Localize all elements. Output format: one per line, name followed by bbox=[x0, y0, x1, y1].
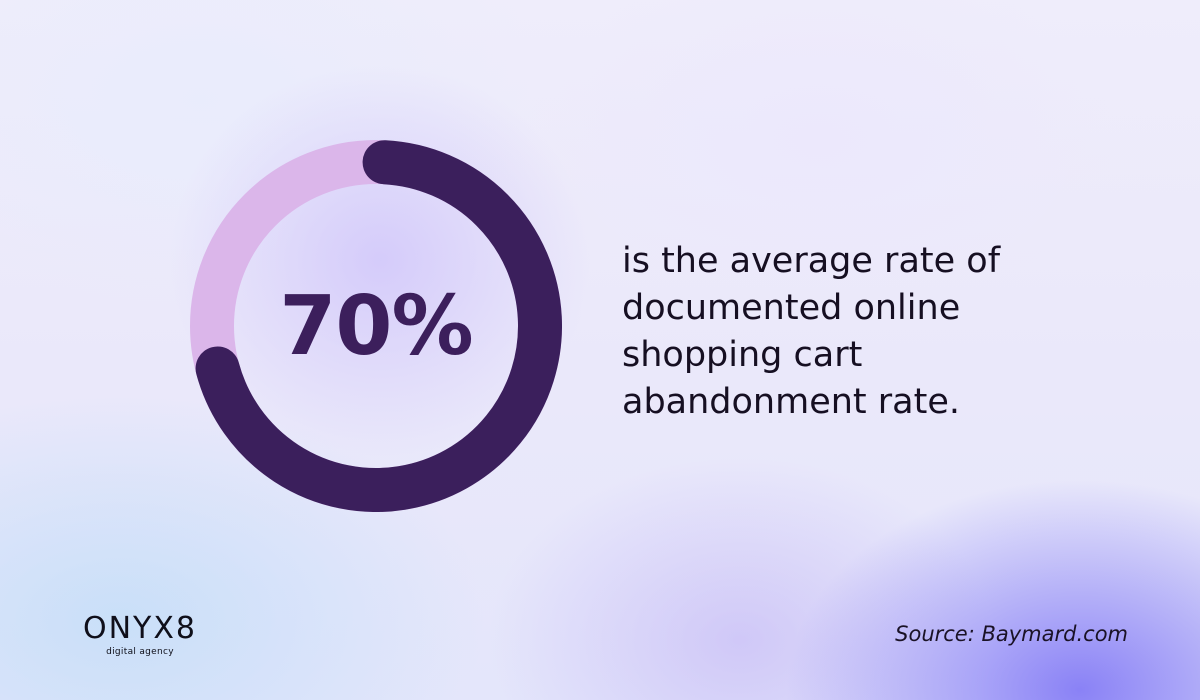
source-credit: Source: Baymard.com bbox=[895, 622, 1128, 646]
logo-tagline: digital agency bbox=[106, 647, 174, 657]
donut-chart: 70% bbox=[190, 140, 562, 512]
statement-text: is the average rate of documented online… bbox=[622, 238, 1142, 426]
donut-value-arc bbox=[195, 140, 562, 512]
brand-logo: ONYX8 digital agency bbox=[70, 612, 210, 658]
statement-line: abandonment rate. bbox=[622, 382, 960, 422]
donut-svg bbox=[190, 140, 562, 512]
statement-line: shopping cart bbox=[622, 335, 863, 375]
donut-center-label: 70% bbox=[279, 278, 473, 374]
logo-wordmark: ONYX8 bbox=[82, 611, 198, 646]
statement-line: documented online bbox=[622, 288, 961, 328]
statement-line: is the average rate of bbox=[622, 241, 1001, 281]
